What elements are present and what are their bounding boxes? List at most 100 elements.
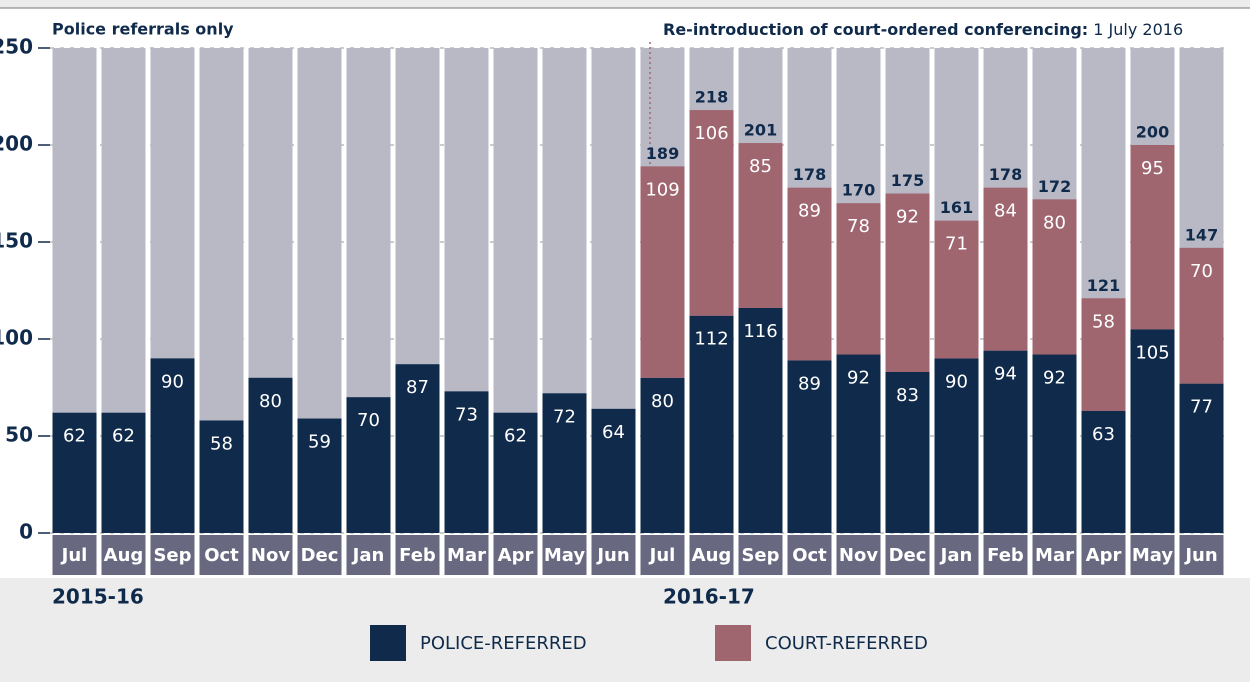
bar-segment <box>1032 354 1077 533</box>
bar-segment <box>1130 329 1175 533</box>
bar-segment <box>1081 298 1126 411</box>
x-label-box <box>787 535 832 575</box>
x-label-box <box>297 535 342 575</box>
bar-segment <box>493 412 538 533</box>
x-label-box <box>199 535 244 575</box>
total-label: 175 <box>891 171 924 190</box>
annotation-date: 1 July 2016 <box>1093 20 1183 39</box>
bar-segment <box>1032 199 1077 355</box>
x-tick-label: Mar <box>447 545 486 566</box>
value-label: 73 <box>455 404 478 425</box>
x-tick-label: May <box>544 545 586 566</box>
value-label: 90 <box>945 371 968 392</box>
x-tick-label: Feb <box>399 545 436 566</box>
bar-segment <box>640 377 685 533</box>
value-label: 80 <box>651 391 674 412</box>
annotation: Police referrals only <box>52 20 234 39</box>
value-label: 77 <box>1190 397 1213 418</box>
total-label: 172 <box>1038 177 1071 196</box>
total-label: 170 <box>842 181 875 200</box>
value-label: 78 <box>847 216 870 237</box>
value-label: 106 <box>694 123 728 144</box>
bar-segment <box>248 377 293 533</box>
total-label: 161 <box>940 198 973 217</box>
bar-segment <box>787 360 832 533</box>
bar-segment <box>934 220 979 359</box>
total-label: 178 <box>793 165 826 184</box>
x-label-box <box>934 535 979 575</box>
value-label: 92 <box>847 368 870 389</box>
x-tick-label: Jul <box>60 545 88 566</box>
x-tick-label: Aug <box>692 545 732 566</box>
value-label: 89 <box>798 201 821 222</box>
x-label-box <box>1130 535 1175 575</box>
x-tick-label: Dec <box>301 545 339 566</box>
bar-segment <box>52 412 97 533</box>
value-label: 62 <box>504 426 527 447</box>
x-label-box <box>1032 535 1077 575</box>
y-tick-label: 50 <box>5 423 33 447</box>
value-label: 94 <box>994 364 1017 385</box>
bar-segment <box>787 187 832 361</box>
bar-segment <box>738 307 783 533</box>
value-label: 70 <box>357 410 380 431</box>
value-label: 84 <box>994 201 1017 222</box>
x-tick-label: Oct <box>792 545 827 566</box>
x-tick-label: Apr <box>1086 545 1122 566</box>
value-label: 70 <box>1190 261 1213 282</box>
total-label: 200 <box>1136 123 1169 142</box>
value-label: 62 <box>112 426 135 447</box>
bar-segment <box>836 354 881 533</box>
value-label: 92 <box>1043 368 1066 389</box>
value-label: 62 <box>63 426 86 447</box>
total-label: 189 <box>646 144 679 163</box>
x-tick-label: Sep <box>741 545 779 566</box>
value-label: 59 <box>308 432 331 453</box>
bar-segment <box>836 203 881 355</box>
x-tick-label: Jun <box>595 545 629 566</box>
bar-segment <box>1179 383 1224 533</box>
total-label: 218 <box>695 88 728 107</box>
bar-segment <box>444 391 489 533</box>
x-label-box <box>346 535 391 575</box>
x-tick-label: Aug <box>104 545 144 566</box>
value-label: 109 <box>645 179 679 200</box>
bar-segment <box>689 315 734 533</box>
x-tick-label: Jan <box>939 545 973 566</box>
bar-segment <box>591 408 636 533</box>
value-label: 90 <box>161 371 184 392</box>
value-label: 116 <box>743 321 777 342</box>
bar-segment <box>640 166 685 378</box>
bar-segment <box>738 143 783 308</box>
value-label: 85 <box>749 156 772 177</box>
bar-segment <box>395 364 440 533</box>
value-label: 83 <box>896 385 919 406</box>
value-label: 72 <box>553 406 576 427</box>
x-tick-label: Jun <box>1183 545 1217 566</box>
bar-segment <box>885 193 930 372</box>
value-label: 89 <box>798 373 821 394</box>
value-label: 58 <box>1092 311 1115 332</box>
annotation: Re-introduction of court-ordered confere… <box>663 20 1183 39</box>
x-label-box <box>738 535 783 575</box>
bar-segment <box>297 418 342 533</box>
total-label: 178 <box>989 165 1022 184</box>
bar-segment <box>983 187 1028 351</box>
x-label-box <box>885 535 930 575</box>
value-label: 63 <box>1092 424 1115 445</box>
x-label-box <box>689 535 734 575</box>
x-tick-label: Jul <box>648 545 676 566</box>
y-tick-label: 150 <box>0 229 33 253</box>
value-label: 87 <box>406 377 429 398</box>
x-tick-label: Dec <box>889 545 927 566</box>
bar-segment <box>934 358 979 533</box>
bar-segment <box>885 371 930 533</box>
x-tick-label: Apr <box>498 545 534 566</box>
x-tick-label: Nov <box>839 545 878 566</box>
x-label-box <box>1179 535 1224 575</box>
bar-segment <box>983 350 1028 533</box>
group-label: 2016-17 <box>663 585 755 609</box>
value-label: 105 <box>1135 342 1169 363</box>
bar-segment <box>199 420 244 533</box>
